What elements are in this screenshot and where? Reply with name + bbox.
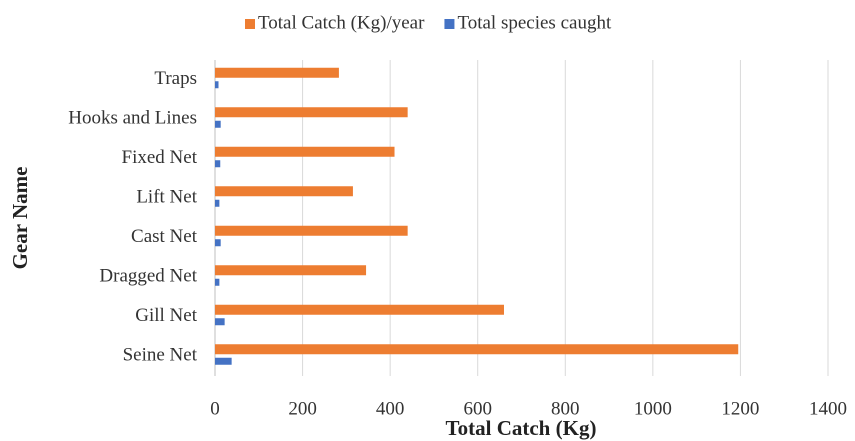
x-tick-label: 1400 <box>809 398 847 419</box>
y-tick-label: Lift Net <box>136 187 197 208</box>
y-tick-label: Fixed Net <box>122 147 198 168</box>
legend-swatch <box>245 19 255 29</box>
legend-swatch <box>444 19 455 29</box>
bar <box>215 357 232 365</box>
y-tick-label: Traps <box>154 68 197 89</box>
bar <box>215 318 225 326</box>
bar <box>215 199 220 207</box>
bar <box>215 304 504 315</box>
x-tick-label: 800 <box>551 398 580 419</box>
x-axis-title: Total Catch (Kg) <box>446 416 597 440</box>
bar <box>215 146 395 157</box>
bar <box>215 186 353 197</box>
bar <box>215 120 221 128</box>
bar <box>215 239 221 247</box>
y-tick-label: Seine Net <box>123 345 198 366</box>
bar <box>215 225 408 236</box>
bar <box>215 81 219 89</box>
legend-label: Total species caught <box>457 12 612 33</box>
legend-label: Total Catch (Kg)/year <box>258 12 425 33</box>
y-axis-title: Gear Name <box>8 167 32 270</box>
x-tick-label: 1200 <box>721 398 759 419</box>
bar <box>215 160 221 168</box>
x-tick-label: 600 <box>463 398 492 419</box>
x-tick-label: 0 <box>210 398 220 419</box>
bar <box>215 344 739 355</box>
y-tick-label: Dragged Net <box>99 266 197 287</box>
bar <box>215 278 220 286</box>
x-tick-label: 400 <box>376 398 405 419</box>
bar <box>215 107 408 118</box>
bar <box>215 67 339 78</box>
x-tick-label: 200 <box>288 398 317 419</box>
y-tick-label: Cast Net <box>131 226 198 247</box>
x-tick-label: 1000 <box>634 398 672 419</box>
y-tick-label: Gill Net <box>135 305 197 326</box>
y-tick-label: Hooks and Lines <box>68 108 197 129</box>
bar <box>215 265 367 276</box>
